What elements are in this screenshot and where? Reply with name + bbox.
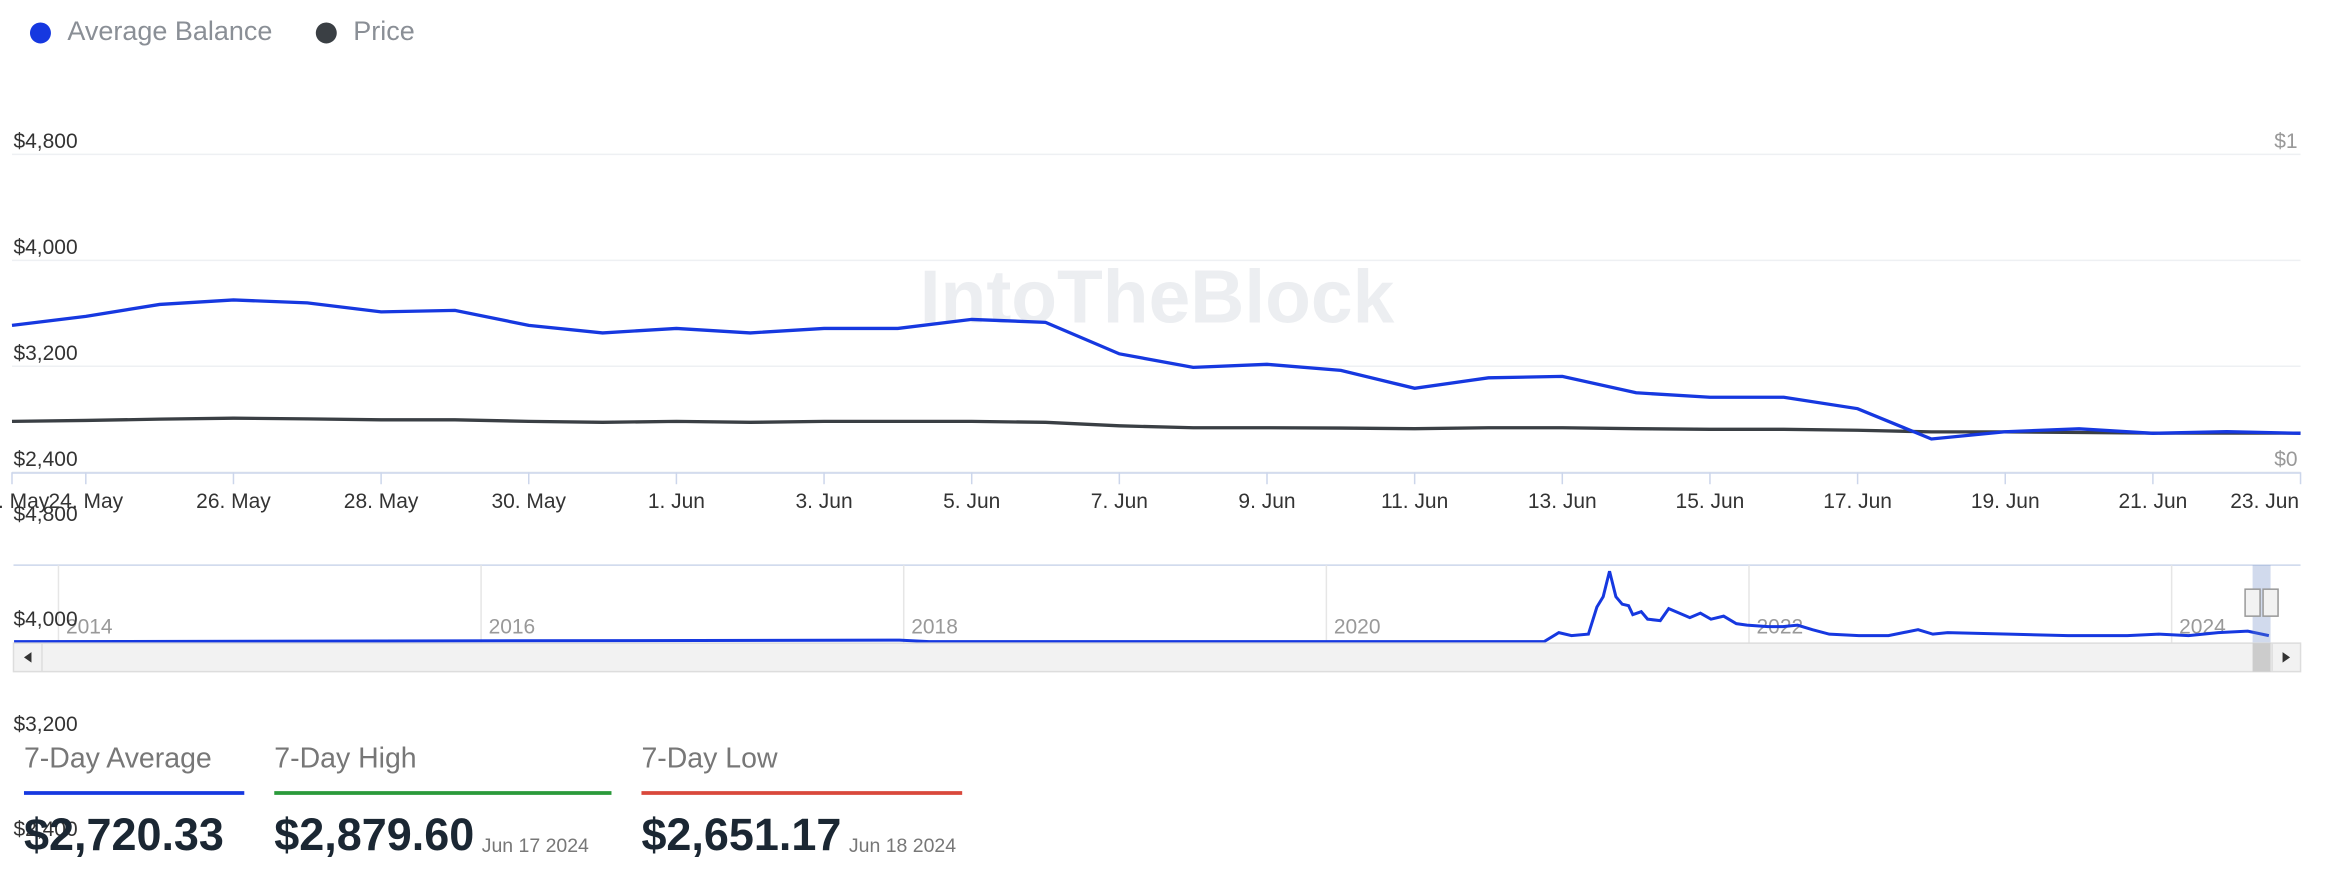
scroll-right[interactable] xyxy=(2282,652,2291,663)
stat-label: 7-Day Average xyxy=(24,743,212,775)
stat-date: Jun 17 2024 xyxy=(482,835,589,857)
overlay-label: $4,800 xyxy=(13,503,77,526)
x-tick-label: 3. Jun xyxy=(795,490,852,513)
series-line xyxy=(11,416,2301,435)
navigator-tick-label: 2014 xyxy=(66,616,113,639)
y-tick-label: $4,800 xyxy=(13,130,77,153)
scrollbar-thumb[interactable] xyxy=(2252,643,2271,672)
stat-label: 7-Day High xyxy=(274,743,416,775)
x-tick-label: 28. May xyxy=(344,490,419,513)
legend-marker xyxy=(29,22,51,44)
navigator-line xyxy=(14,570,2270,644)
x-tick-label: 24. May xyxy=(49,490,124,513)
x-tick-label: 9. Jun xyxy=(1238,490,1295,513)
legend-marker xyxy=(315,22,337,44)
stat-value: $2,879.60 xyxy=(274,809,474,860)
x-tick-label: 1. Jun xyxy=(648,490,705,513)
overlay-label: $2,400 xyxy=(13,818,77,841)
legend-label[interactable]: Average Balance xyxy=(67,16,272,46)
x-tick-label: 30. May xyxy=(491,490,566,513)
x-tick-label: 19. Jun xyxy=(1971,490,2040,513)
x-tick-label: 5. Jun xyxy=(943,490,1000,513)
stat-value: $2,720.33 xyxy=(24,809,224,860)
x-tick-label: 23. May xyxy=(0,490,50,513)
x-tick-label: 26. May xyxy=(196,490,271,513)
y-tick-label: $4,000 xyxy=(13,236,77,259)
watermark: IntoTheBlock xyxy=(920,255,1395,339)
navigator-tick-label: 2018 xyxy=(911,616,958,639)
y-tick-label: $2,400 xyxy=(13,448,77,471)
x-tick-label: 21. Jun xyxy=(2119,490,2188,513)
navigator-tick-label: 2020 xyxy=(1334,616,1381,639)
x-tick-label: 23. Jun xyxy=(2230,490,2299,513)
stat-date: Jun 18 2024 xyxy=(849,835,956,857)
overlay-label: $4,000 xyxy=(13,608,77,631)
x-tick-label: 13. Jun xyxy=(1528,490,1597,513)
stat-label: 7-Day Low xyxy=(641,743,777,775)
legend-label[interactable]: Price xyxy=(353,16,414,46)
y-tick-label: $3,200 xyxy=(13,342,77,365)
navigator-mask xyxy=(2252,565,2271,644)
y2-tick-label: $1 xyxy=(2274,130,2297,153)
navigator-handle[interactable] xyxy=(2262,588,2279,617)
y2-tick-label: $0 xyxy=(2274,448,2297,471)
x-tick-label: 17. Jun xyxy=(1823,490,1892,513)
navigator-tick-label: 2016 xyxy=(489,616,536,639)
x-tick-label: 11. Jun xyxy=(1381,490,1448,513)
scroll-left[interactable] xyxy=(23,652,32,663)
x-tick-label: 15. Jun xyxy=(1676,490,1745,513)
overlay-label: $3,200 xyxy=(13,713,77,736)
navigator-handle[interactable] xyxy=(2244,588,2261,617)
x-tick-label: 7. Jun xyxy=(1091,490,1148,513)
scrollbar-track xyxy=(12,642,2302,673)
stat-value: $2,651.17 xyxy=(641,809,841,860)
series-line xyxy=(11,298,2301,441)
